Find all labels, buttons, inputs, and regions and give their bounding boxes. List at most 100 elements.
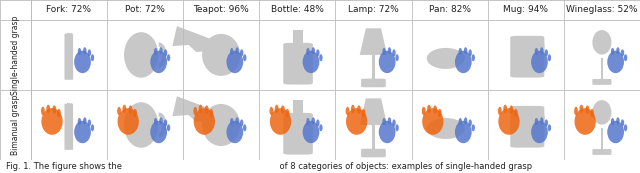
Ellipse shape (240, 49, 243, 56)
Ellipse shape (124, 102, 158, 148)
Ellipse shape (118, 108, 139, 135)
Ellipse shape (240, 119, 243, 126)
Ellipse shape (312, 47, 315, 54)
Ellipse shape (42, 108, 63, 135)
Ellipse shape (230, 118, 234, 125)
Ellipse shape (88, 49, 91, 56)
Ellipse shape (362, 109, 365, 117)
Bar (294, 101, 303, 115)
Ellipse shape (164, 49, 167, 56)
Ellipse shape (534, 48, 538, 55)
Ellipse shape (458, 118, 462, 125)
Polygon shape (360, 28, 387, 55)
Ellipse shape (270, 108, 291, 135)
Ellipse shape (227, 121, 243, 143)
FancyBboxPatch shape (65, 34, 73, 80)
Ellipse shape (464, 47, 467, 54)
Ellipse shape (621, 49, 624, 56)
Ellipse shape (540, 117, 543, 124)
FancyBboxPatch shape (361, 149, 386, 157)
Ellipse shape (427, 118, 465, 139)
Ellipse shape (202, 104, 240, 146)
Ellipse shape (593, 30, 611, 54)
FancyBboxPatch shape (65, 104, 73, 150)
FancyBboxPatch shape (284, 43, 313, 85)
Ellipse shape (548, 124, 551, 131)
Ellipse shape (167, 54, 170, 61)
Ellipse shape (586, 105, 589, 114)
Ellipse shape (133, 109, 137, 117)
Ellipse shape (531, 51, 548, 73)
Ellipse shape (198, 105, 202, 113)
Ellipse shape (129, 105, 132, 114)
Ellipse shape (77, 118, 81, 125)
Ellipse shape (306, 48, 310, 55)
Ellipse shape (388, 117, 391, 124)
Ellipse shape (579, 105, 583, 113)
FancyBboxPatch shape (284, 113, 313, 155)
Ellipse shape (227, 51, 243, 73)
Ellipse shape (468, 49, 472, 56)
Text: Fig. 1. The figure shows the                                                    : Fig. 1. The figure shows the (6, 162, 532, 171)
FancyArrow shape (172, 26, 221, 52)
Ellipse shape (164, 119, 167, 126)
Ellipse shape (621, 119, 624, 126)
Ellipse shape (91, 124, 94, 131)
Ellipse shape (275, 105, 278, 113)
Ellipse shape (303, 51, 319, 73)
Ellipse shape (159, 47, 163, 54)
Ellipse shape (607, 51, 624, 73)
Text: Wineglass: 52%: Wineglass: 52% (566, 5, 637, 15)
Ellipse shape (57, 109, 61, 117)
Ellipse shape (468, 119, 472, 126)
Text: Pan: 82%: Pan: 82% (429, 5, 470, 15)
Ellipse shape (117, 107, 121, 115)
Ellipse shape (379, 121, 396, 143)
Ellipse shape (396, 54, 399, 61)
Bar (68, 103, 69, 118)
Ellipse shape (281, 105, 285, 114)
Bar (68, 33, 69, 48)
Ellipse shape (52, 105, 56, 114)
Ellipse shape (243, 54, 246, 61)
FancyBboxPatch shape (510, 106, 545, 148)
Ellipse shape (316, 119, 319, 126)
Ellipse shape (236, 117, 239, 124)
Text: Teapot: 96%: Teapot: 96% (193, 5, 249, 15)
Ellipse shape (548, 54, 551, 61)
Ellipse shape (74, 121, 91, 143)
Ellipse shape (285, 109, 289, 117)
Ellipse shape (534, 118, 538, 125)
Ellipse shape (357, 105, 361, 114)
Ellipse shape (472, 124, 475, 131)
Ellipse shape (124, 32, 158, 78)
Text: Fork: 72%: Fork: 72% (46, 5, 92, 15)
Ellipse shape (433, 105, 437, 114)
Ellipse shape (382, 48, 386, 55)
Ellipse shape (611, 118, 614, 125)
FancyBboxPatch shape (510, 36, 545, 78)
Ellipse shape (319, 124, 323, 131)
Bar (601, 129, 603, 153)
Bar (294, 30, 303, 44)
Ellipse shape (379, 51, 396, 73)
Ellipse shape (458, 48, 462, 55)
Ellipse shape (83, 47, 86, 54)
Bar (372, 119, 375, 154)
FancyBboxPatch shape (593, 79, 611, 85)
Ellipse shape (150, 121, 167, 143)
Bar (70, 33, 72, 48)
Ellipse shape (607, 121, 624, 143)
Ellipse shape (159, 117, 163, 124)
Ellipse shape (154, 48, 157, 55)
Polygon shape (360, 98, 387, 125)
Text: Single-handed grasp: Single-handed grasp (11, 15, 20, 95)
Ellipse shape (269, 107, 273, 115)
Ellipse shape (205, 105, 209, 114)
Bar (70, 103, 72, 118)
Ellipse shape (77, 48, 81, 55)
Ellipse shape (540, 47, 543, 54)
Ellipse shape (590, 109, 594, 117)
Text: Lamp: 72%: Lamp: 72% (348, 5, 399, 15)
Ellipse shape (438, 109, 442, 117)
